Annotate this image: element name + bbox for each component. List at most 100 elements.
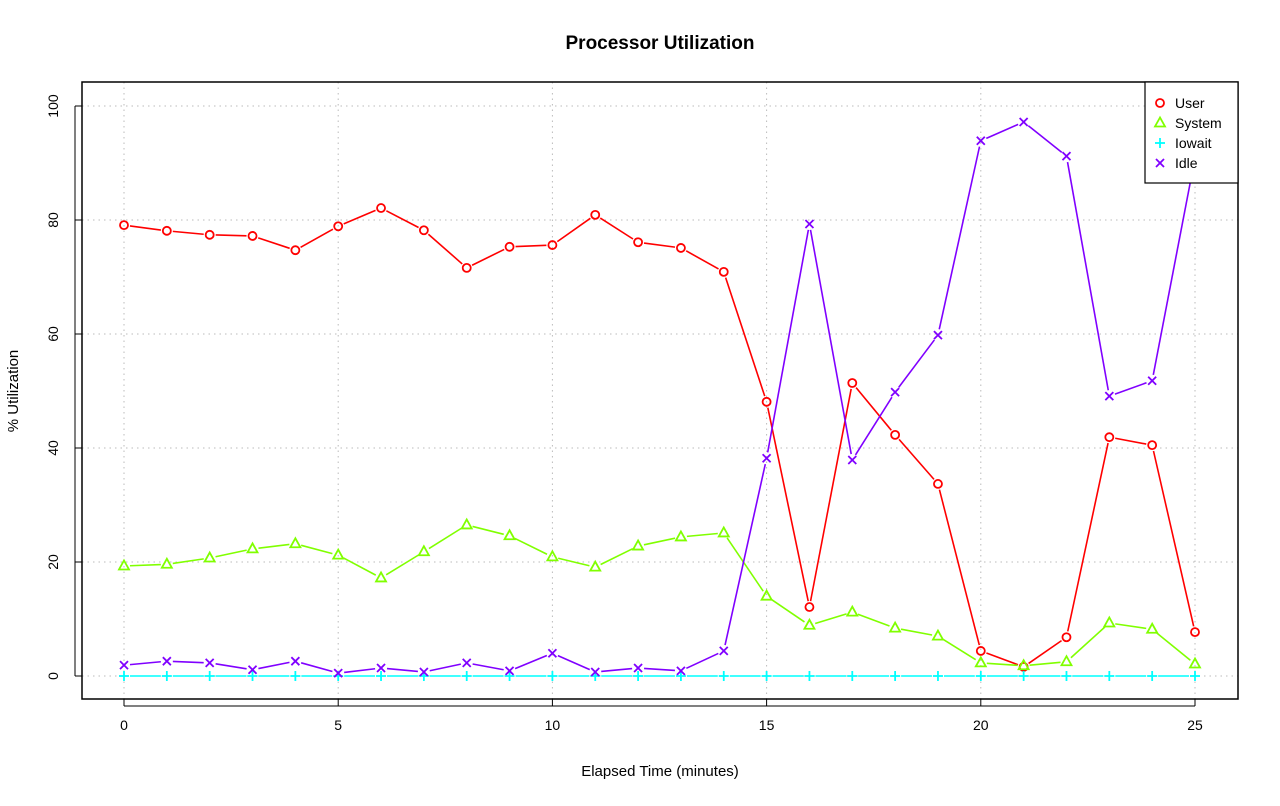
data-point-system — [888, 620, 902, 633]
line-segment-idle — [1027, 125, 1063, 154]
line-segment-system — [942, 638, 977, 661]
circle-marker — [890, 429, 901, 440]
line-segment-system — [726, 537, 764, 592]
line-segment-user — [767, 407, 809, 602]
circle-marker — [376, 203, 386, 213]
data-point-system — [760, 588, 774, 601]
data-point-user — [247, 231, 258, 241]
line-segment-user — [515, 244, 547, 248]
data-point-user — [890, 429, 901, 440]
data-point-idle — [804, 219, 815, 229]
data-point-system — [802, 617, 816, 630]
line-segment-system — [428, 527, 463, 550]
line-segment-idle — [514, 654, 548, 670]
line-segment-user — [556, 217, 591, 243]
cross-marker — [1104, 391, 1114, 401]
data-point-iowait — [975, 671, 986, 681]
triangle-marker — [1102, 615, 1116, 628]
data-point-system — [845, 604, 859, 617]
circle-marker — [504, 241, 515, 252]
triangle-marker — [545, 549, 559, 562]
data-point-system — [1102, 615, 1116, 628]
cross-marker — [933, 330, 943, 340]
line-segment-user — [1152, 450, 1195, 627]
triangle-marker — [845, 604, 859, 617]
cross-marker — [676, 666, 686, 676]
data-point-iowait — [1190, 671, 1200, 681]
data-point-idle — [976, 136, 986, 146]
data-point-iowait — [161, 671, 172, 681]
line-segment-user — [1028, 639, 1063, 665]
cross-marker — [376, 663, 386, 673]
triangle-marker — [802, 617, 816, 630]
line-segment-system — [986, 662, 1018, 667]
triangle-marker — [760, 588, 774, 601]
data-point-system — [1145, 621, 1159, 634]
y-tick-label: 100 — [45, 94, 61, 118]
data-point-user — [718, 266, 729, 277]
data-point-user — [633, 237, 643, 248]
data-point-iowait — [633, 671, 644, 681]
data-point-iowait — [547, 671, 558, 681]
chart-title: Processor Utilization — [566, 33, 755, 54]
circle-marker — [119, 220, 129, 231]
data-point-system — [117, 558, 131, 571]
triangle-marker — [417, 544, 431, 557]
data-point-system — [331, 547, 345, 560]
data-point-iowait — [890, 671, 901, 681]
line-segment-system — [900, 628, 933, 636]
line-segment-system — [1115, 623, 1147, 630]
data-point-system — [717, 525, 731, 538]
data-point-system — [288, 536, 302, 549]
data-point-user — [290, 245, 301, 256]
x-tick-label: 25 — [1187, 717, 1203, 733]
data-point-user — [676, 243, 686, 253]
line-segment-system — [172, 558, 204, 565]
data-point-system — [1017, 658, 1031, 671]
data-point-user — [333, 221, 344, 232]
triangle-marker — [288, 536, 302, 549]
data-point-user — [418, 225, 429, 236]
data-point-idle — [504, 666, 515, 676]
triangle-marker — [503, 528, 517, 541]
line-segment-user — [724, 277, 766, 397]
data-point-user — [204, 229, 215, 240]
data-point-iowait — [504, 671, 515, 681]
data-point-user — [975, 646, 986, 656]
circle-marker — [1147, 440, 1158, 451]
line-segment-system — [686, 532, 718, 538]
series-system — [117, 517, 1202, 671]
line-segment-idle — [172, 660, 204, 664]
triangle-marker — [1153, 115, 1167, 128]
cross-marker — [761, 453, 772, 463]
data-point-iowait — [718, 671, 729, 681]
cross-marker — [462, 658, 472, 668]
triangle-marker — [245, 541, 260, 554]
line-segment-idle — [854, 396, 893, 456]
data-point-system — [674, 529, 688, 542]
data-point-user — [1104, 432, 1115, 443]
data-point-iowait — [761, 671, 772, 681]
circle-marker — [847, 378, 858, 388]
x-tick-label: 20 — [973, 717, 989, 733]
circle-marker — [247, 231, 258, 241]
data-point-system — [417, 544, 431, 557]
cross-marker — [290, 656, 300, 666]
cross-marker — [247, 665, 258, 675]
line-segment-user — [300, 228, 334, 248]
circle-marker — [161, 225, 172, 236]
legend-label: Iowait — [1175, 135, 1212, 151]
series-iowait — [119, 671, 1200, 681]
x-tick-label: 15 — [759, 717, 775, 733]
data-point-user — [161, 225, 172, 236]
triangle-marker — [374, 570, 388, 583]
line-segment-user — [855, 387, 892, 431]
circle-marker — [547, 240, 558, 250]
x-axis-label: Elapsed Time (minutes) — [581, 763, 739, 780]
data-point-iowait — [119, 671, 129, 681]
y-axis-label: % Utilization — [5, 350, 22, 433]
line-segment-idle — [644, 667, 675, 672]
y-tick-label: 0 — [45, 672, 61, 680]
line-segment-idle — [1066, 161, 1110, 391]
triangle-marker — [588, 559, 602, 572]
